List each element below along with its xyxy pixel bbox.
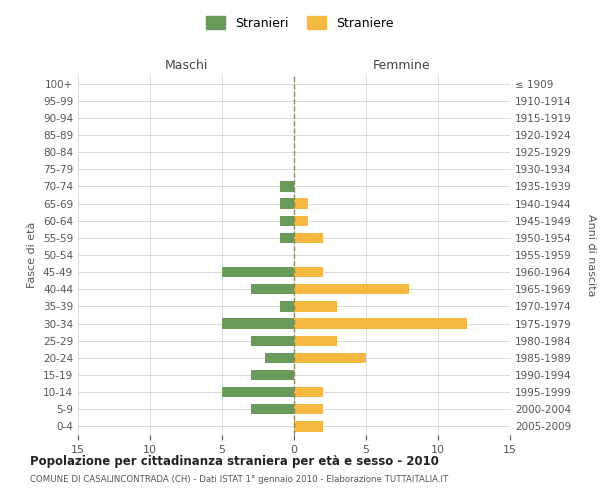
Bar bbox=[280, 198, 294, 208]
Legend: Stranieri, Straniere: Stranieri, Straniere bbox=[202, 11, 398, 35]
Text: Popolazione per cittadinanza straniera per età e sesso - 2010: Popolazione per cittadinanza straniera p… bbox=[30, 455, 439, 468]
Bar bbox=[222, 267, 294, 278]
Bar bbox=[251, 284, 294, 294]
Bar bbox=[251, 336, 294, 346]
Bar bbox=[294, 267, 323, 278]
Bar bbox=[294, 216, 308, 226]
Bar bbox=[265, 352, 294, 363]
Bar bbox=[294, 302, 337, 312]
Bar bbox=[280, 182, 294, 192]
Bar bbox=[294, 318, 467, 328]
Bar bbox=[294, 422, 323, 432]
Bar bbox=[251, 370, 294, 380]
Bar bbox=[294, 198, 308, 208]
Bar bbox=[280, 302, 294, 312]
Y-axis label: Anni di nascita: Anni di nascita bbox=[586, 214, 596, 296]
Bar bbox=[251, 404, 294, 414]
Bar bbox=[222, 387, 294, 398]
Bar bbox=[222, 318, 294, 328]
Text: Maschi: Maschi bbox=[164, 58, 208, 71]
Text: Femmine: Femmine bbox=[373, 58, 431, 71]
Bar bbox=[294, 352, 366, 363]
Bar bbox=[294, 404, 323, 414]
Bar bbox=[294, 284, 409, 294]
Text: COMUNE DI CASALINCONTRADA (CH) - Dati ISTAT 1° gennaio 2010 - Elaborazione TUTTA: COMUNE DI CASALINCONTRADA (CH) - Dati IS… bbox=[30, 475, 448, 484]
Y-axis label: Fasce di età: Fasce di età bbox=[28, 222, 37, 288]
Bar bbox=[280, 216, 294, 226]
Bar bbox=[294, 336, 337, 346]
Bar bbox=[294, 387, 323, 398]
Bar bbox=[280, 232, 294, 243]
Bar bbox=[294, 232, 323, 243]
